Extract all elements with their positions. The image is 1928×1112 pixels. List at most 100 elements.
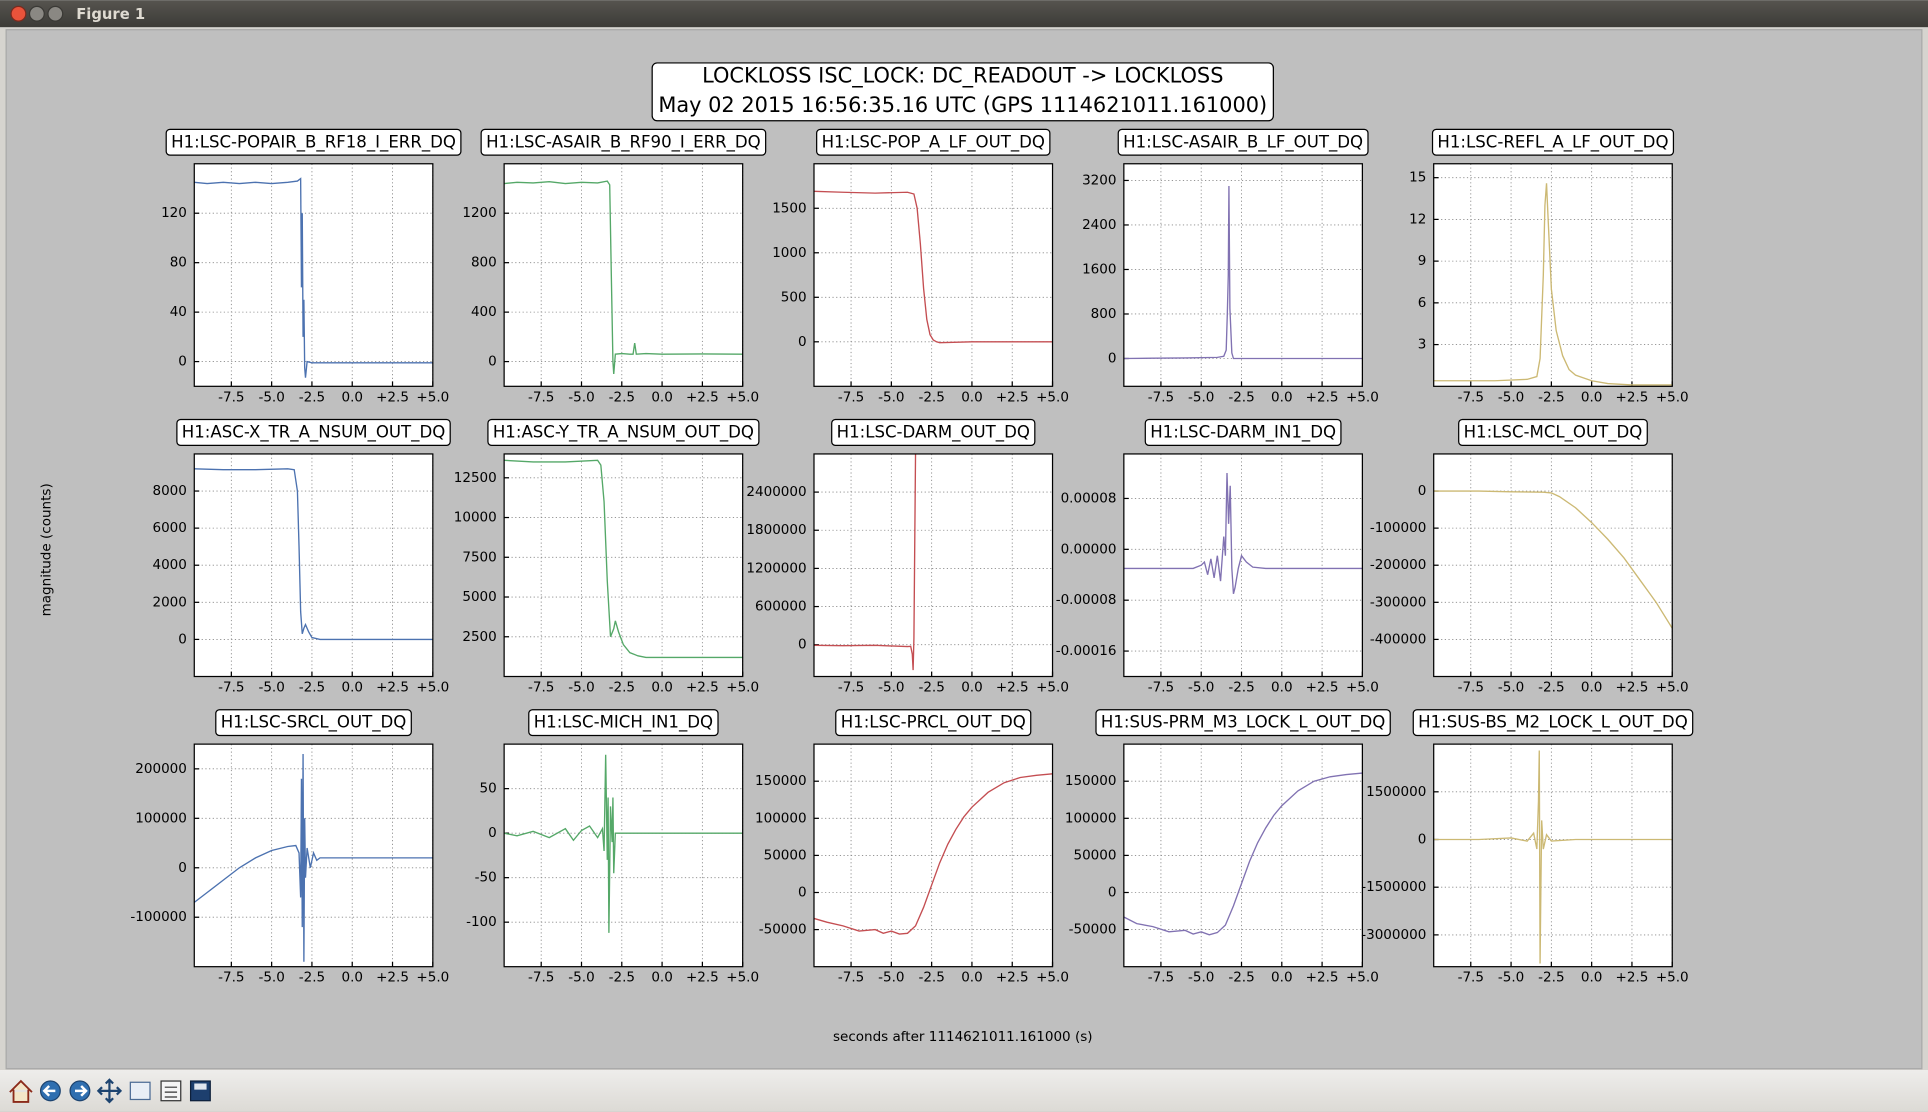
- x-tick-label: 0.0: [1581, 389, 1603, 405]
- data-line: [504, 180, 743, 375]
- subplot: -7.5 -5.0 -2.5 0.0 +2.5 +5.0 0 500 1000 1500 H1:LS…: [772, 128, 1069, 405]
- x-tick-label: -7.5: [1148, 680, 1174, 696]
- plot-frame: [813, 743, 1054, 968]
- x-tick-label: -2.5: [609, 680, 635, 696]
- subplot: -7.5 -5.0 -2.5 0.0 +2.5 +5.0 0 40 80 120 H1:LSC-PO…: [161, 128, 462, 405]
- home-button[interactable]: [9, 1079, 33, 1103]
- subplot-title-box: [835, 709, 1032, 737]
- plot-frame: [503, 163, 744, 387]
- x-tick-label: 0.0: [961, 970, 983, 986]
- subplot: -7.5 -5.0 -2.5 0.0 +2.5 +5.0 0 600000 1200000 180…: [746, 418, 1069, 696]
- x-tick-label: -5.0: [258, 680, 284, 696]
- y-tick-label: 150000: [1065, 773, 1117, 789]
- x-tick-label: -7.5: [218, 389, 244, 405]
- y-tick-label: 8000: [152, 483, 186, 499]
- data-line: [813, 190, 1053, 344]
- subplot: -7.5 -5.0 -2.5 0.0 +2.5 +5.0 -3000000 -1500000 0…: [1361, 709, 1694, 986]
- suptitle-box: [651, 62, 1274, 122]
- y-tick-label: -0.00016: [1056, 643, 1117, 659]
- y-tick-label: 0.00000: [1061, 541, 1117, 557]
- x-tick-label: +2.5: [1306, 680, 1339, 696]
- x-tick-label: -5.0: [878, 970, 904, 986]
- zoom-button[interactable]: [129, 1081, 151, 1101]
- x-tick-label: -7.5: [218, 970, 244, 986]
- x-tick-label: -5.0: [878, 389, 904, 405]
- toolbar-buttons: [9, 1078, 211, 1104]
- y-tick-label: 6000: [152, 520, 186, 536]
- plot-frame: [1123, 453, 1364, 678]
- x-tick-label: +5.0: [1656, 970, 1689, 986]
- y-tick-label: 4000: [152, 557, 186, 573]
- y-tick-label: 0: [798, 884, 807, 900]
- x-tick-label: +2.5: [1616, 389, 1649, 405]
- subplot-title: H1:ASC-X_TR_A_NSUM_OUT_DQ: [182, 423, 445, 443]
- subplot-title: H1:LSC-POPAIR_B_RF18_I_ERR_DQ: [171, 132, 456, 152]
- x-tick-label: 0.0: [1271, 970, 1293, 986]
- y-tick-label: 0: [1108, 884, 1117, 900]
- minimize-button[interactable]: [28, 5, 45, 22]
- subplot-title-box: [1431, 128, 1675, 156]
- y-tick-label: 1500000: [1366, 784, 1426, 800]
- x-tick-label: +2.5: [996, 680, 1029, 696]
- x-tick-label: 0.0: [651, 680, 673, 696]
- plot-frame: [1123, 163, 1364, 387]
- subplots-button[interactable]: [160, 1080, 182, 1102]
- x-tick-label: +2.5: [1616, 680, 1649, 696]
- plot-frame: [503, 453, 744, 678]
- close-button[interactable]: [10, 5, 27, 22]
- x-tick-label: +5.0: [1656, 680, 1689, 696]
- y-tick-label: 200000: [135, 761, 187, 777]
- x-tick-label: -2.5: [609, 970, 635, 986]
- subplot-title-box: [1412, 709, 1694, 737]
- y-tick-label: 12: [1409, 211, 1426, 227]
- window-title: Figure 1: [76, 6, 145, 23]
- x-tick-label: +2.5: [1306, 970, 1339, 986]
- y-tick-label: 5000: [462, 589, 496, 605]
- x-tick-label: 0.0: [1581, 680, 1603, 696]
- subplot-title-box: [831, 418, 1036, 446]
- y-tick-label: -50000: [759, 922, 807, 938]
- y-tick-label: -1500000: [1361, 879, 1426, 895]
- x-tick-label: +2.5: [686, 389, 719, 405]
- plot-area: [504, 453, 743, 677]
- x-tick-label: 0.0: [341, 970, 363, 986]
- x-tick-label: 0.0: [341, 389, 363, 405]
- y-tick-label: 3: [1418, 337, 1427, 353]
- maximize-button[interactable]: [47, 5, 64, 22]
- x-tick-label: -5.0: [1188, 389, 1214, 405]
- data-line: [504, 459, 743, 659]
- y-tick-label: 400: [471, 304, 497, 320]
- y-tick-label: 6: [1418, 295, 1427, 311]
- y-tick-label: 50000: [1073, 847, 1116, 863]
- x-tick-label: 0.0: [341, 680, 363, 696]
- pan-button[interactable]: [96, 1078, 123, 1104]
- y-tick-label: 0: [488, 825, 497, 841]
- x-tick-label: +2.5: [376, 970, 409, 986]
- x-tick-label: +2.5: [686, 970, 719, 986]
- subplot: -7.5 -5.0 -2.5 0.0 +2.5 +5.0 0 800 1600 2400 3200 H…: [1082, 128, 1379, 405]
- x-tick-label: -2.5: [299, 680, 325, 696]
- plot-frame: [1433, 743, 1673, 968]
- y-tick-label: -3000000: [1361, 927, 1426, 943]
- subplot-title-box: [816, 128, 1051, 156]
- x-tick-label: +5.0: [416, 389, 449, 405]
- y-tick-label: 50000: [764, 847, 807, 863]
- x-tick-label: -7.5: [218, 680, 244, 696]
- y-tick-label: -300000: [1370, 594, 1426, 610]
- y-tick-label: 7500: [462, 549, 496, 565]
- y-tick-label: 150000: [755, 773, 807, 789]
- y-tick-label: 0: [798, 637, 807, 653]
- subplot-title-box: [528, 709, 719, 737]
- x-tick-label: 0.0: [961, 389, 983, 405]
- x-tick-label: 0.0: [1271, 389, 1293, 405]
- y-tick-label: 50: [480, 781, 497, 797]
- x-tick-label: +2.5: [1306, 389, 1339, 405]
- plot-frame: [813, 453, 1054, 678]
- y-tick-label: 500: [781, 289, 807, 305]
- y-tick-label: 0: [178, 354, 187, 370]
- y-tick-label: 800: [1091, 306, 1117, 322]
- x-tick-label: 0.0: [1271, 680, 1293, 696]
- y-tick-label: 1200000: [746, 560, 806, 576]
- subplot-title: H1:LSC-PRCL_OUT_DQ: [841, 713, 1026, 733]
- x-tick-label: +2.5: [376, 680, 409, 696]
